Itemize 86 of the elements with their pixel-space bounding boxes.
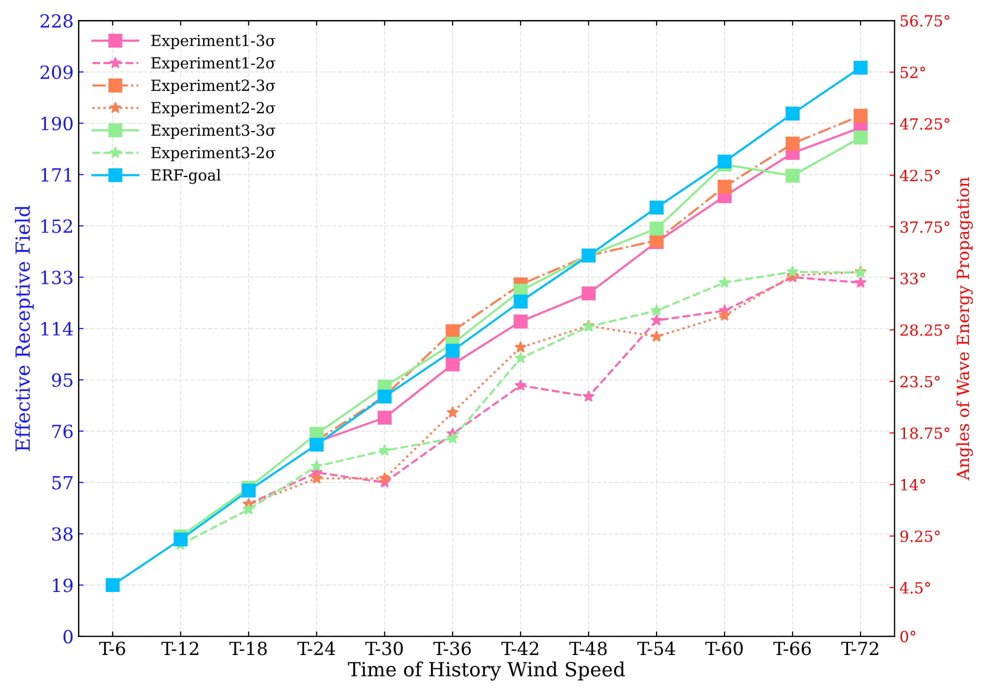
legend-label: Experiment2-2σ	[151, 102, 276, 116]
x-tick-label: T-72	[841, 642, 878, 655]
point	[650, 200, 664, 214]
point	[378, 472, 391, 484]
x-axis-title: Time of History Wind Speed	[348, 662, 625, 681]
point	[650, 222, 664, 236]
y-tick-label: 38	[52, 527, 73, 541]
y2-tick-label: 9.25°	[900, 530, 940, 542]
x-tick-label: T-18	[229, 642, 267, 656]
y-tick-label: 19	[53, 578, 73, 592]
y2-tick-label: 37.75°	[900, 221, 950, 233]
point	[718, 180, 732, 194]
y2-axis-title: Angles of Wave Energy Propagation	[956, 177, 973, 480]
y2-tick-label: 33°	[900, 272, 926, 284]
point	[854, 60, 868, 75]
point	[378, 444, 391, 456]
x-tick-label: T-42	[501, 642, 538, 655]
point	[514, 341, 527, 353]
x-tick-label: T-36	[433, 642, 471, 656]
point	[514, 379, 527, 391]
legend-label: Experiment3-3σ	[151, 124, 276, 139]
y-tick-label: 95	[52, 373, 72, 387]
point	[786, 266, 799, 277]
point	[514, 352, 527, 364]
point	[242, 484, 256, 498]
point	[582, 286, 596, 300]
y2-tick-label: 23.5°	[900, 376, 940, 388]
point	[854, 276, 867, 288]
point	[786, 168, 800, 183]
y-tick-label: 0	[63, 630, 73, 644]
legend-label: Experiment1-2σ	[151, 57, 276, 72]
point	[718, 154, 732, 169]
point	[446, 406, 459, 418]
point	[786, 106, 800, 120]
x-tick-label: T-6	[99, 642, 126, 656]
point	[446, 344, 460, 358]
x-tick-label: T-48	[569, 642, 607, 656]
y2-tick-label: 56.75°	[900, 15, 950, 27]
point	[582, 390, 595, 402]
point	[174, 532, 188, 546]
y-tick-label: 171	[42, 168, 72, 182]
point	[310, 460, 323, 472]
y-tick-label: 76	[52, 424, 73, 438]
point	[310, 472, 323, 484]
y-tick-label: 228	[40, 14, 73, 28]
point	[650, 314, 663, 326]
point	[650, 304, 663, 316]
y-tick-label: 57	[52, 476, 72, 490]
legend-label: Experiment1-3σ	[151, 34, 276, 50]
y2-tick-label: 18.75°	[901, 427, 950, 439]
legend-label: ERF-goal	[151, 168, 221, 184]
point	[242, 503, 255, 515]
y2-tick-label: 52°	[900, 66, 926, 78]
point	[310, 438, 324, 452]
x-tick-label: T-24	[297, 642, 336, 655]
x-tick-label: T-30	[365, 642, 403, 656]
legend-label: Experiment2-3σ	[151, 80, 276, 94]
point	[378, 410, 392, 425]
y2-tick-label: 28.25°	[900, 324, 950, 336]
x-tick-label: T-66	[773, 642, 811, 656]
legend-label: Experiment3-2σ	[151, 146, 276, 162]
y2-tick-label: 4.5°	[900, 582, 930, 594]
y2-tick-label: 47.25°	[900, 118, 950, 130]
y-tick-label: 152	[42, 219, 72, 234]
x-tick-label: T-60	[705, 642, 743, 656]
point	[854, 108, 868, 123]
point	[446, 432, 459, 444]
y2-tick-label: 0°	[900, 630, 916, 642]
y2-tick-label: 14°	[901, 478, 926, 490]
y-tick-label: 133	[42, 270, 72, 284]
y-axis-title: Effective Receptive Field	[14, 205, 34, 452]
point	[718, 309, 731, 321]
point	[106, 578, 120, 592]
point	[786, 136, 800, 150]
point	[514, 314, 528, 328]
y-tick-label: 209	[40, 65, 73, 80]
point	[650, 330, 663, 342]
y2-tick-label: 42.5°	[900, 170, 940, 182]
y-tick-label: 114	[42, 322, 73, 336]
point	[718, 276, 731, 288]
x-tick-label: T-12	[161, 642, 198, 655]
y-tick-label: 190	[42, 116, 73, 130]
point	[514, 294, 528, 308]
x-tick-label: T-54	[637, 642, 676, 656]
point	[446, 357, 460, 372]
point	[854, 130, 868, 145]
